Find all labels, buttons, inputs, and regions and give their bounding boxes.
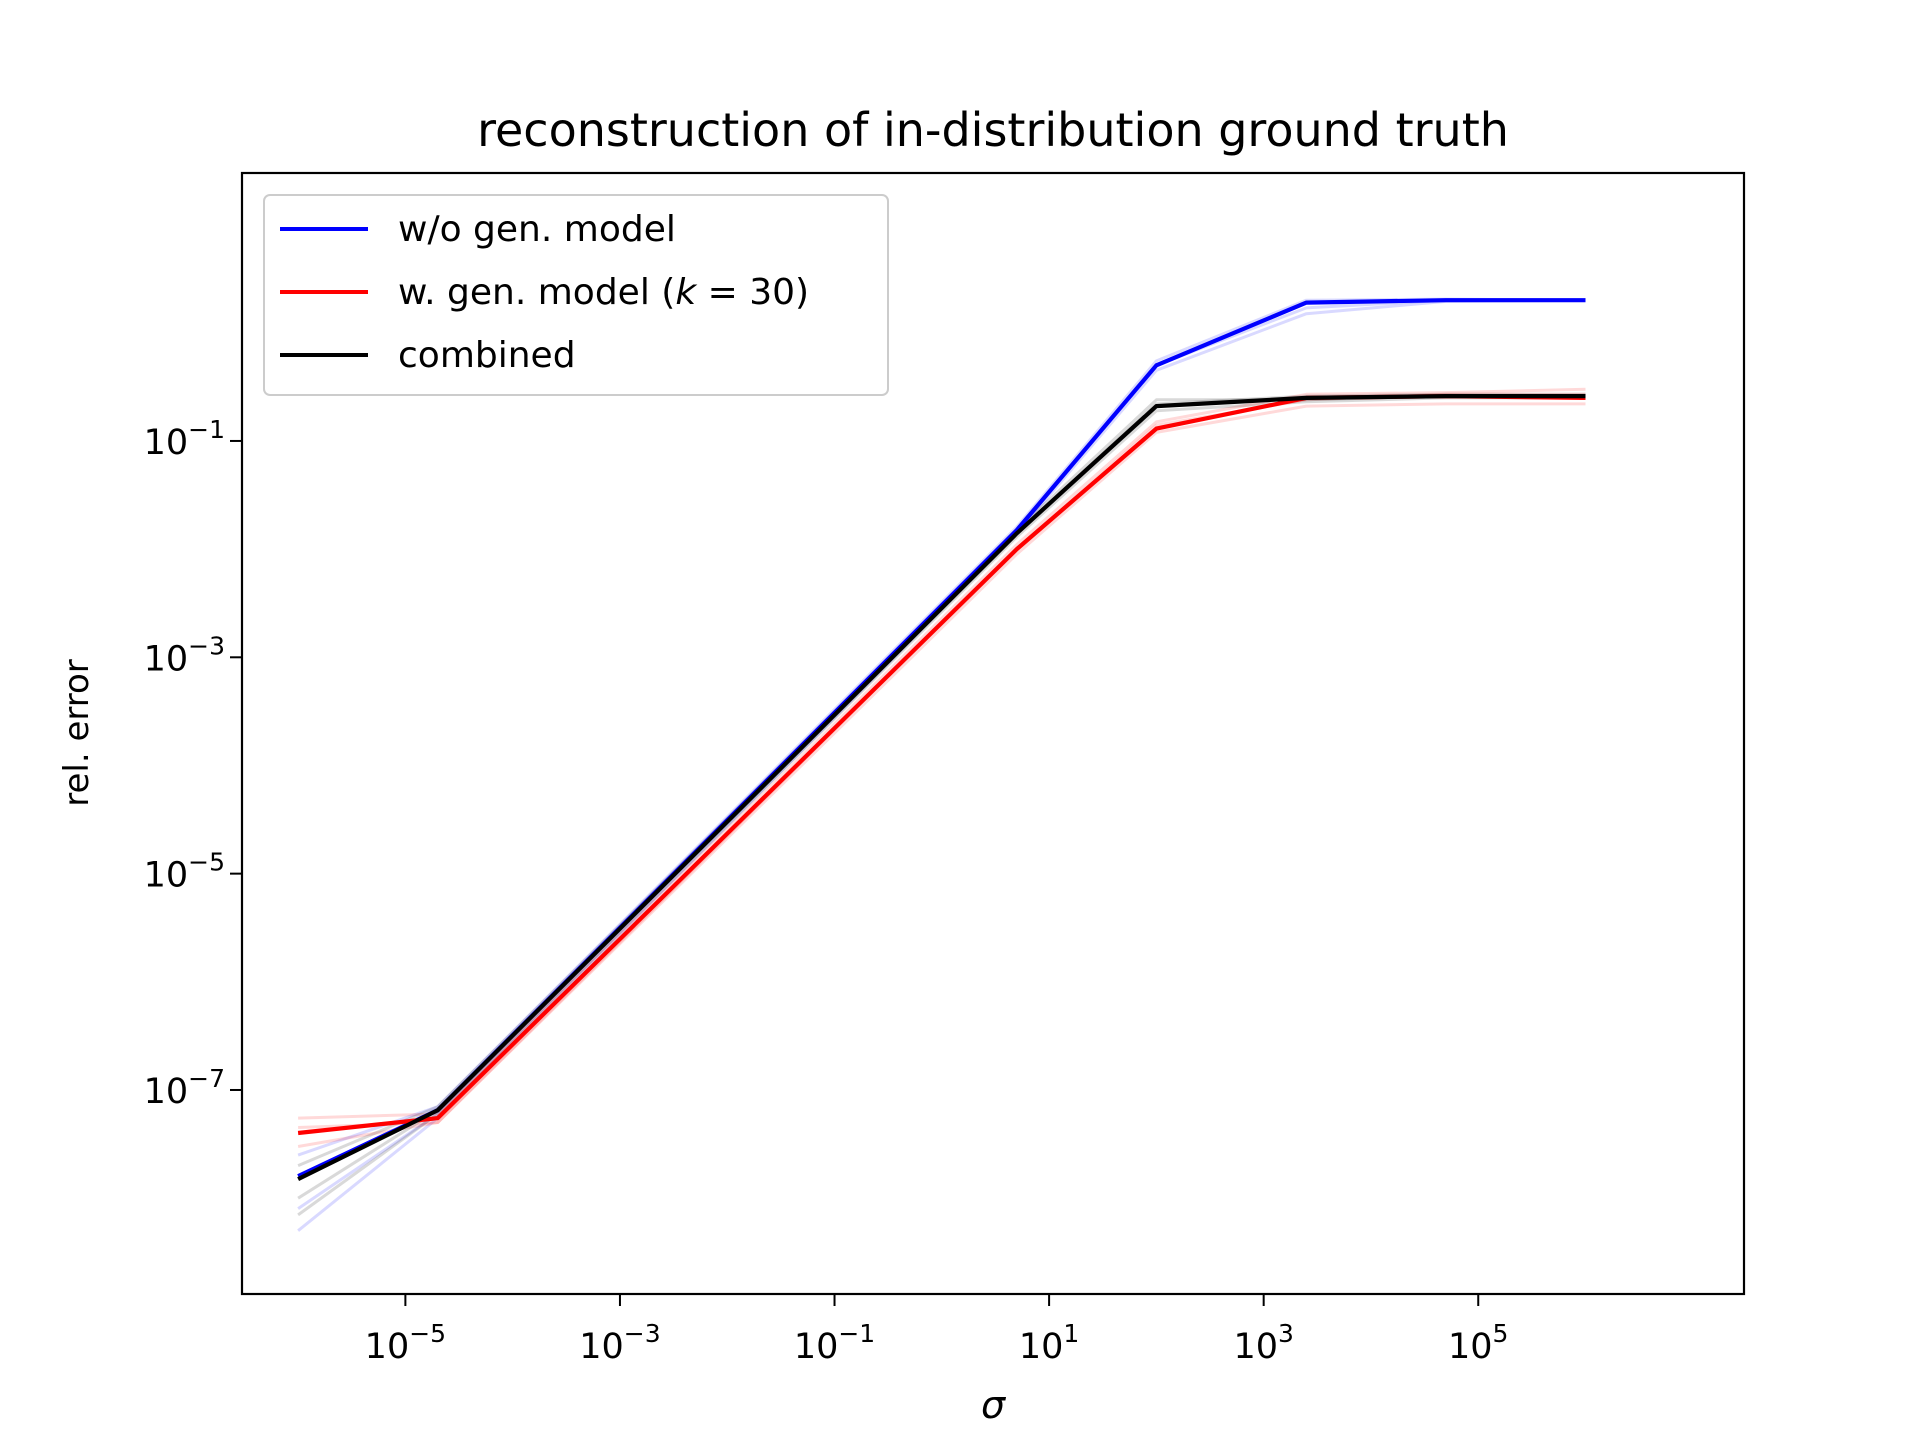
x-axis-label: σ	[981, 1383, 1007, 1427]
run-line-w-gen-model-k-30-1	[297, 402, 1586, 1148]
legend-label-combined: combined	[398, 335, 576, 376]
x-tick-label: 10−5	[365, 1319, 446, 1367]
x-tick-label: 101	[1019, 1319, 1079, 1367]
series-lines	[297, 298, 1586, 1181]
x-tick-label: 10−1	[794, 1319, 875, 1367]
x-axis-ticks: 10−5 10−3 10−1 101 103 105	[365, 1294, 1508, 1367]
run-line-w-gen-model-k-30-2	[298, 387, 1586, 1120]
legend: w/o gen. model w. gen. model (k = 30) co…	[263, 194, 889, 396]
legend-label-wo-gen-model: w/o gen. model	[398, 209, 676, 250]
x-tick-label: 10−3	[579, 1319, 660, 1367]
y-tick-label: 10−7	[144, 1064, 225, 1112]
y-axis-ticks: 10−7 10−5 10−3 10−1	[144, 415, 242, 1112]
legend-box	[263, 194, 889, 396]
y-tick-label: 10−1	[144, 415, 225, 463]
x-tick-label: 103	[1233, 1319, 1293, 1367]
y-axis-label: rel. error	[57, 659, 97, 807]
y-tick-label: 10−5	[144, 848, 225, 896]
y-tick-label: 10−3	[144, 631, 225, 679]
legend-label-w-gen-model: w. gen. model (k = 30)	[398, 272, 809, 313]
series-line-combined	[297, 394, 1586, 1181]
chart-title: reconstruction of in-distribution ground…	[477, 103, 1509, 157]
x-tick-label: 105	[1448, 1319, 1508, 1367]
plot-frame	[240, 171, 1746, 1296]
